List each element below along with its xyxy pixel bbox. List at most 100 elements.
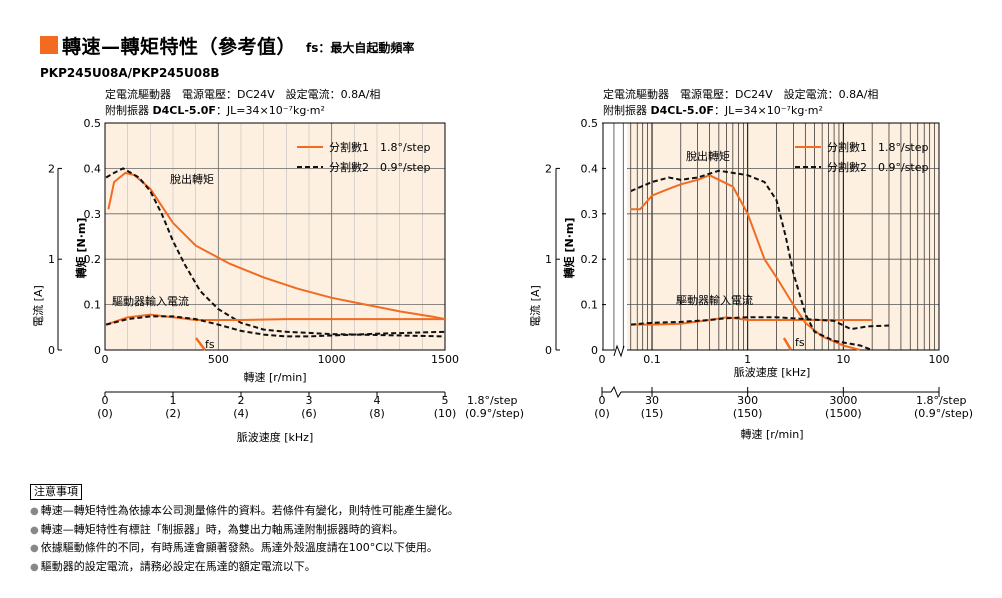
speed-tick-label-09: (1500) — [825, 407, 862, 420]
y-tick-label: 0.4 — [84, 162, 102, 175]
y-tick-label: 0.1 — [581, 299, 599, 312]
x-tick-label: 1500 — [431, 353, 459, 366]
torque-curve-solid — [107, 171, 446, 321]
section-title: 轉速—轉矩特性（參考值） — [62, 35, 297, 58]
x-tick-label: 0.1 — [643, 353, 661, 366]
notes-section: 注意事項 ● 轉速—轉矩特性為依據本公司測量條件的資料。若條件有變化，則特性可能產… — [30, 483, 459, 576]
left-curves — [105, 167, 446, 351]
speed-tick-label-09: (0) — [594, 407, 610, 420]
left-pulse-axis-label: 脈波速度 [kHz] — [237, 430, 314, 444]
pulse-tick-label: 3 — [306, 394, 313, 407]
left-step-09: (0.9°/step) — [465, 407, 524, 420]
speed-tick-label: 30 — [645, 394, 659, 407]
bullet-icon: ● — [30, 561, 39, 573]
speed-tick-label-09: (150) — [733, 407, 763, 420]
right-speed-axis: 0(0) 30(15) 300(150) 3000(1500) — [594, 385, 940, 420]
legend: 分割數1 1.8°/step 分割數2 0.9°/step — [795, 140, 929, 174]
left-current-axis-label: 電流 [A] — [31, 285, 45, 327]
current-curve-solid — [105, 313, 445, 326]
current-curve-dashed — [630, 316, 890, 331]
left-pullout-label: 脫出轉矩 — [170, 172, 214, 186]
current-curve-dashed — [105, 315, 446, 338]
left-conditions-line1: 定電流驅動器 電源電壓：DC24V 設定電流：0.8A/相 — [105, 87, 380, 101]
torque-curve-dashed — [105, 167, 446, 338]
current-tick-label: 1 — [545, 253, 552, 266]
current-tick-label: 0 — [545, 344, 552, 357]
y-tick-label: 0.5 — [84, 117, 102, 130]
x-tick-label: 10 — [836, 353, 850, 366]
note-item: ● 驅動器的設定電流，請務必設定在馬達的額定電流以下。 — [30, 559, 316, 573]
pulse-tick-label-09: (0) — [97, 407, 113, 420]
left-step-18: 1.8°/step — [467, 394, 518, 407]
left-pulse-axis: 0(0) 1(2) 2(4) 3(6) 4(8) 5(10) — [97, 391, 457, 420]
right-conditions-line1: 定電流驅動器 電源電壓：DC24V 設定電流：0.8A/相 — [603, 87, 878, 101]
left-chart: 定電流驅動器 電源電壓：DC24V 設定電流：0.8A/相 附制振器 D4CL-… — [31, 87, 524, 444]
left-speed-ticks: 0 500 1000 1500 — [102, 353, 460, 366]
speed-tick-label-09: (15) — [641, 407, 664, 420]
pulse-tick-label: 5 — [442, 394, 449, 407]
notes-heading: 注意事項 — [30, 484, 82, 500]
legend-label-div2: 分割數2 0.9°/step — [827, 160, 929, 174]
torque-curve-solid — [630, 174, 861, 351]
pulse-tick-label: 1 — [170, 394, 177, 407]
left-speed-axis-label: 轉速 [r/min] — [243, 371, 306, 384]
charts-svg: 定電流驅動器 電源電壓：DC24V 設定電流：0.8A/相 附制振器 D4CL-… — [31, 87, 973, 444]
current-tick-label: 2 — [545, 162, 552, 175]
pulse-tick-label-09: (2) — [165, 407, 181, 420]
y-tick-label: 0.1 — [84, 299, 102, 312]
current-tick-label: 2 — [48, 162, 55, 175]
pulse-tick-label-09: (10) — [434, 407, 457, 420]
y-tick-label: 0.2 — [581, 253, 599, 266]
left-driver-current-label: 驅動器輸入電流 — [112, 294, 189, 308]
y-tick-label: 0.2 — [84, 253, 102, 266]
section-header: 轉速—轉矩特性（參考值） fs：最大自起動頻率 — [40, 30, 414, 60]
pulse-tick-label: 0 — [102, 394, 109, 407]
x-tick-label: 0 — [599, 353, 606, 366]
current-tick-label: 0 — [48, 344, 55, 357]
right-step-09: (0.9°/step) — [914, 407, 973, 420]
x-tick-label: 1000 — [318, 353, 346, 366]
right-torque-ticks: 0 0.1 0.2 0.3 0.4 0.5 — [581, 117, 606, 357]
note-item: ● 轉速—轉矩特性為依據本公司測量條件的資料。若條件有變化，則特性可能產生變化。 — [30, 504, 459, 517]
y-tick-label: 0.3 — [581, 208, 599, 221]
legend-label-div2: 分割數2 0.9°/step — [329, 160, 431, 174]
speed-tick-label: 3000 — [829, 394, 857, 407]
pulse-tick-label: 4 — [374, 394, 381, 407]
y-tick-label: 0.3 — [84, 208, 102, 221]
current-tick-label: 1 — [48, 253, 55, 266]
bullet-icon: ● — [30, 524, 39, 536]
legend-label-div1: 分割數1 1.8°/step — [329, 140, 431, 154]
section-subtitle: fs：最大自起動頻率 — [306, 40, 415, 55]
x-tick-label: 0 — [102, 353, 109, 366]
right-fs-label: fs — [795, 336, 805, 349]
torque-curve-dashed — [630, 169, 873, 351]
right-chart: 定電流驅動器 電源電壓：DC24V 設定電流：0.8A/相 附制振器 D4CL-… — [528, 87, 973, 441]
right-step-18: 1.8°/step — [916, 394, 967, 407]
right-conditions-line2: 附制振器 D4CL-5.0F：JL=34×10⁻⁷kg·m² — [603, 103, 823, 117]
left-plot-frame — [104, 122, 446, 351]
left-grid — [105, 123, 445, 350]
note-item: ● 依據驅動條件的不同，有時馬達會顯著發熱。馬達外殼溫度請在100°C以下使用。 — [30, 541, 438, 554]
note-item: ● 轉速—轉矩特性有標註「制振器」時，為雙出力軸馬達附制振器時的資料。 — [30, 522, 404, 536]
fs-marker — [782, 337, 793, 351]
left-current-ticks: 0 1 2 — [48, 162, 62, 357]
legend: 分割數1 1.8°/step 分割數2 0.9°/step — [297, 140, 431, 174]
bullet-icon: ● — [30, 506, 39, 517]
y-tick-label: 0 — [94, 344, 101, 357]
pulse-tick-label-09: (4) — [233, 407, 249, 420]
y-tick-label: 0 — [591, 344, 598, 357]
right-current-axis-label: 電流 [A] — [528, 285, 542, 327]
right-plot-area — [627, 123, 939, 350]
right-pulse-axis-label: 脈波速度 [kHz] — [734, 365, 811, 379]
speed-tick-label: 0 — [599, 394, 606, 407]
right-pulse-ticks: 0 0.1 1 10 100 — [599, 353, 950, 366]
pulse-tick-label-09: (6) — [301, 407, 317, 420]
legend-label-div1: 分割數1 1.8°/step — [827, 140, 929, 154]
axis-break-icon — [610, 385, 622, 399]
pulse-tick-label-09: (8) — [369, 407, 385, 420]
x-tick-label: 100 — [929, 353, 950, 366]
y-tick-label: 0.4 — [581, 162, 599, 175]
right-torque-axis-label: 轉矩 [N·m] — [562, 218, 576, 279]
pulse-tick-label: 2 — [238, 394, 245, 407]
right-axis-break-icon — [613, 344, 625, 358]
